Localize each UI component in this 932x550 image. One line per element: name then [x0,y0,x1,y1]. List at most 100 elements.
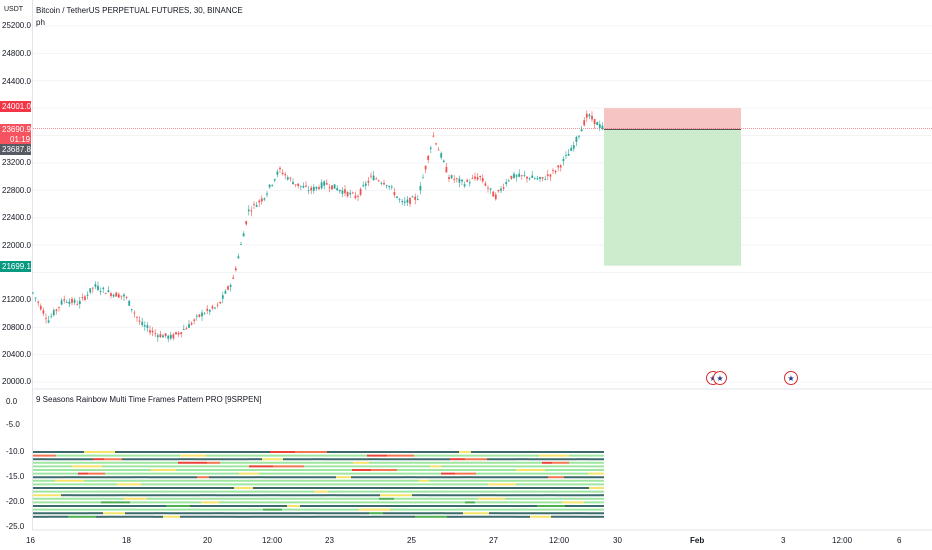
candle-body [149,330,151,333]
candle-body [476,177,479,180]
candle-body [104,293,107,294]
candle-body [68,301,71,304]
candle-body [307,190,310,192]
candle-body [536,178,539,180]
candle-body [151,330,154,333]
candle-body [294,184,297,186]
candle-body [385,185,388,187]
candle-body [198,314,201,317]
candle-body [424,165,427,170]
candle-body [94,284,97,287]
candle-body [510,175,513,179]
candle-body [232,277,235,279]
candle-body [518,173,521,177]
stop-price-value: 24001.0 [2,102,31,111]
candle-body [318,187,320,189]
candle-body [593,119,596,125]
candle-body [403,201,406,203]
indicator-tick-label: -15.0 [6,472,25,481]
price-tick-label: 20400.0 [2,350,31,359]
candle-body [55,309,58,311]
candle-body [37,301,40,303]
candle-body [484,183,487,186]
candle-body [250,210,253,212]
indicator-short-label[interactable]: ph [36,18,45,27]
indicator-tick-label: -25.0 [6,522,25,531]
candle-body [383,182,385,185]
indicator-tick-label: -5.0 [6,420,20,429]
candle-body [479,175,482,177]
candle-body [227,286,229,290]
candle-body [63,299,66,301]
candle-body [263,198,266,200]
candle-body [357,195,359,197]
candle-body [541,177,544,179]
candle-body [466,179,469,182]
candle-body [32,292,34,294]
candle-body [234,268,237,271]
candle-body [247,209,250,212]
candle-body [409,197,411,204]
us-flag-icon[interactable]: ★ [713,371,727,385]
last-price-tag: 23690.9 01:19 [0,124,31,144]
candle-body [143,325,146,327]
candle-body [489,188,492,190]
time-axis-label: 16 [26,536,35,545]
candle-body [380,182,383,184]
candle-body [523,175,526,177]
candle-body [422,177,424,179]
candle-body [138,320,141,322]
candle-body [299,185,302,187]
candle-body [159,334,162,338]
candle-body [507,180,510,182]
price-tick-label: 22400.0 [2,213,31,222]
candle-body [552,169,554,171]
candle-body [453,178,456,180]
stop-price-tag: 24001.0 [0,101,31,112]
candle-body [81,297,84,298]
symbol-title[interactable]: Bitcoin / TetherUS PERPETUAL FUTURES, 30… [36,6,243,15]
candle-body [539,177,541,179]
indicator-tick-label: -20.0 [6,497,25,506]
price-tick-label: 20000.0 [2,377,31,386]
time-axis-label: Feb [690,536,705,545]
candle-body [520,175,523,177]
candle-body [528,178,531,180]
price-tick-label: 24800.0 [2,49,31,58]
candle-body [190,322,193,325]
candle-body [359,188,362,195]
candle-body [351,192,354,194]
candle-body [268,184,271,188]
candle-body [390,186,393,188]
candle-body [47,320,50,323]
candle-body [502,187,505,189]
candle-body [115,292,118,297]
candle-body [419,185,422,191]
candle-body [289,177,292,179]
candle-body [180,332,183,335]
candle-body [546,174,549,176]
candle-body [154,333,157,335]
candle-body [78,300,81,305]
candle-body [141,321,144,325]
candle-body [401,201,404,202]
candle-body [107,290,110,293]
candle-body [297,183,300,187]
us-flag-icon[interactable]: ★ [784,371,798,385]
candle-body [146,325,149,328]
candle-body [364,183,367,186]
candle-body [240,243,242,245]
candle-body [201,312,203,317]
candle-body [136,316,138,318]
indicator-title[interactable]: 9 Seasons Rainbow Multi Time Frames Patt… [36,395,262,404]
candle-body [398,198,401,200]
candle-body [481,178,484,182]
candle-body [333,184,336,189]
candle-body [175,332,177,335]
candle-body [341,190,344,194]
candle-body [455,178,458,180]
candle-body [442,160,445,162]
candle-body [73,300,76,303]
indicator-tick-label: -10.0 [6,447,25,456]
